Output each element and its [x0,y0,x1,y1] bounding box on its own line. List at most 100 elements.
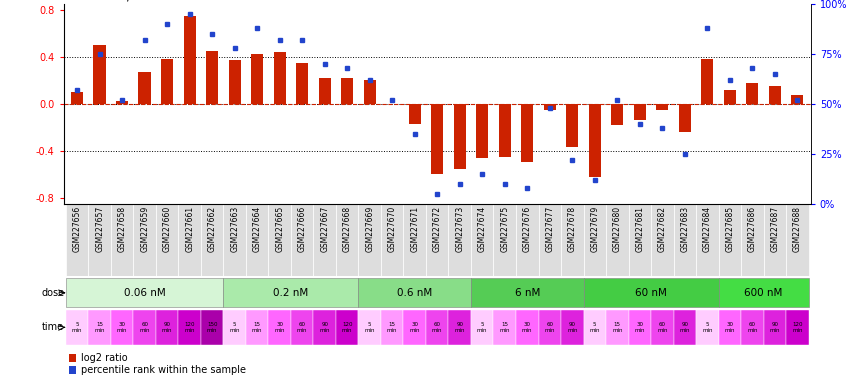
Bar [111,310,133,345]
Text: GSM227679: GSM227679 [590,206,599,252]
Bar [471,204,493,276]
Bar [453,104,466,169]
Bar [133,310,156,345]
Bar [696,310,718,345]
Bar [763,204,786,276]
Bar [336,310,358,345]
Bar [673,310,696,345]
Bar [651,204,673,276]
Text: GSM227675: GSM227675 [500,206,509,252]
Bar [768,86,781,104]
Text: GSM227674: GSM227674 [478,206,486,252]
Text: 60
min: 60 min [139,322,150,333]
Bar [656,104,668,109]
Text: GSM227668: GSM227668 [343,206,351,252]
Bar [701,59,713,104]
Legend: log2 ratio, percentile rank within the sample: log2 ratio, percentile rank within the s… [69,353,246,375]
Bar [111,204,133,276]
Text: 0.2 nM: 0.2 nM [273,288,308,298]
Text: 60
min: 60 min [297,322,307,333]
Text: 5
min: 5 min [589,322,600,333]
Text: time: time [42,322,65,333]
Text: 150
min: 150 min [207,322,217,333]
Text: 60 nM: 60 nM [635,288,667,298]
Text: 15
min: 15 min [612,322,622,333]
Text: GSM227664: GSM227664 [253,206,261,252]
Bar [291,204,313,276]
Bar [268,310,291,345]
Bar [606,204,628,276]
Bar [161,59,173,104]
Bar [448,204,471,276]
Bar [521,104,533,162]
Bar [741,310,763,345]
Text: 30
min: 30 min [117,322,127,333]
Text: GSM227673: GSM227673 [455,206,464,252]
Text: 60
min: 60 min [544,322,555,333]
Bar [628,204,651,276]
Bar [358,204,381,276]
Bar [588,104,601,177]
Bar [651,310,673,345]
Bar [116,101,128,104]
Bar [493,204,516,276]
Text: GSM227684: GSM227684 [703,206,711,252]
Bar [583,310,606,345]
Text: GSM227666: GSM227666 [298,206,306,252]
Bar [471,310,493,345]
Bar [133,204,156,276]
Bar [696,204,718,276]
Bar [718,204,741,276]
Bar [561,310,583,345]
Text: GSM227662: GSM227662 [208,206,216,252]
Text: 5
min: 5 min [477,322,487,333]
Text: dose: dose [41,288,65,298]
Text: 90
min: 90 min [454,322,465,333]
Text: 6 nM: 6 nM [514,288,540,298]
Bar [611,104,623,125]
Bar [71,92,83,104]
Text: GSM227669: GSM227669 [365,206,374,252]
Bar [273,52,286,104]
Bar [633,104,646,120]
Text: GSM227671: GSM227671 [410,206,419,252]
Bar [296,63,308,104]
Bar [628,310,651,345]
Bar [66,204,88,276]
Text: GDS2967 / YDL030W: GDS2967 / YDL030W [64,0,195,3]
Bar [426,204,448,276]
Bar [178,310,201,345]
Bar [201,310,223,345]
Bar [88,204,111,276]
Text: 30
min: 30 min [274,322,285,333]
Bar [561,204,583,276]
Bar [543,104,556,109]
Bar [66,278,223,308]
Bar [246,310,268,345]
Bar [673,204,696,276]
Bar [178,204,201,276]
Bar [313,204,336,276]
Text: GSM227685: GSM227685 [725,206,734,252]
Text: GSM227658: GSM227658 [118,206,127,252]
Bar [403,310,426,345]
Text: GSM227683: GSM227683 [680,206,689,252]
Text: 30
min: 30 min [724,322,735,333]
Bar [93,45,106,104]
Bar [313,310,336,345]
Bar [718,310,741,345]
Bar [88,310,111,345]
Text: 120
min: 120 min [342,322,352,333]
Bar [138,72,151,104]
Bar [538,310,561,345]
Text: 5
min: 5 min [702,322,712,333]
Text: 120
min: 120 min [792,322,802,333]
Bar [408,104,421,124]
Text: 15
min: 15 min [252,322,262,333]
Bar [358,278,471,308]
Bar [381,310,403,345]
Bar [363,80,376,104]
Text: GSM227687: GSM227687 [770,206,779,252]
Text: GSM227670: GSM227670 [388,206,396,252]
Text: 30
min: 30 min [634,322,645,333]
